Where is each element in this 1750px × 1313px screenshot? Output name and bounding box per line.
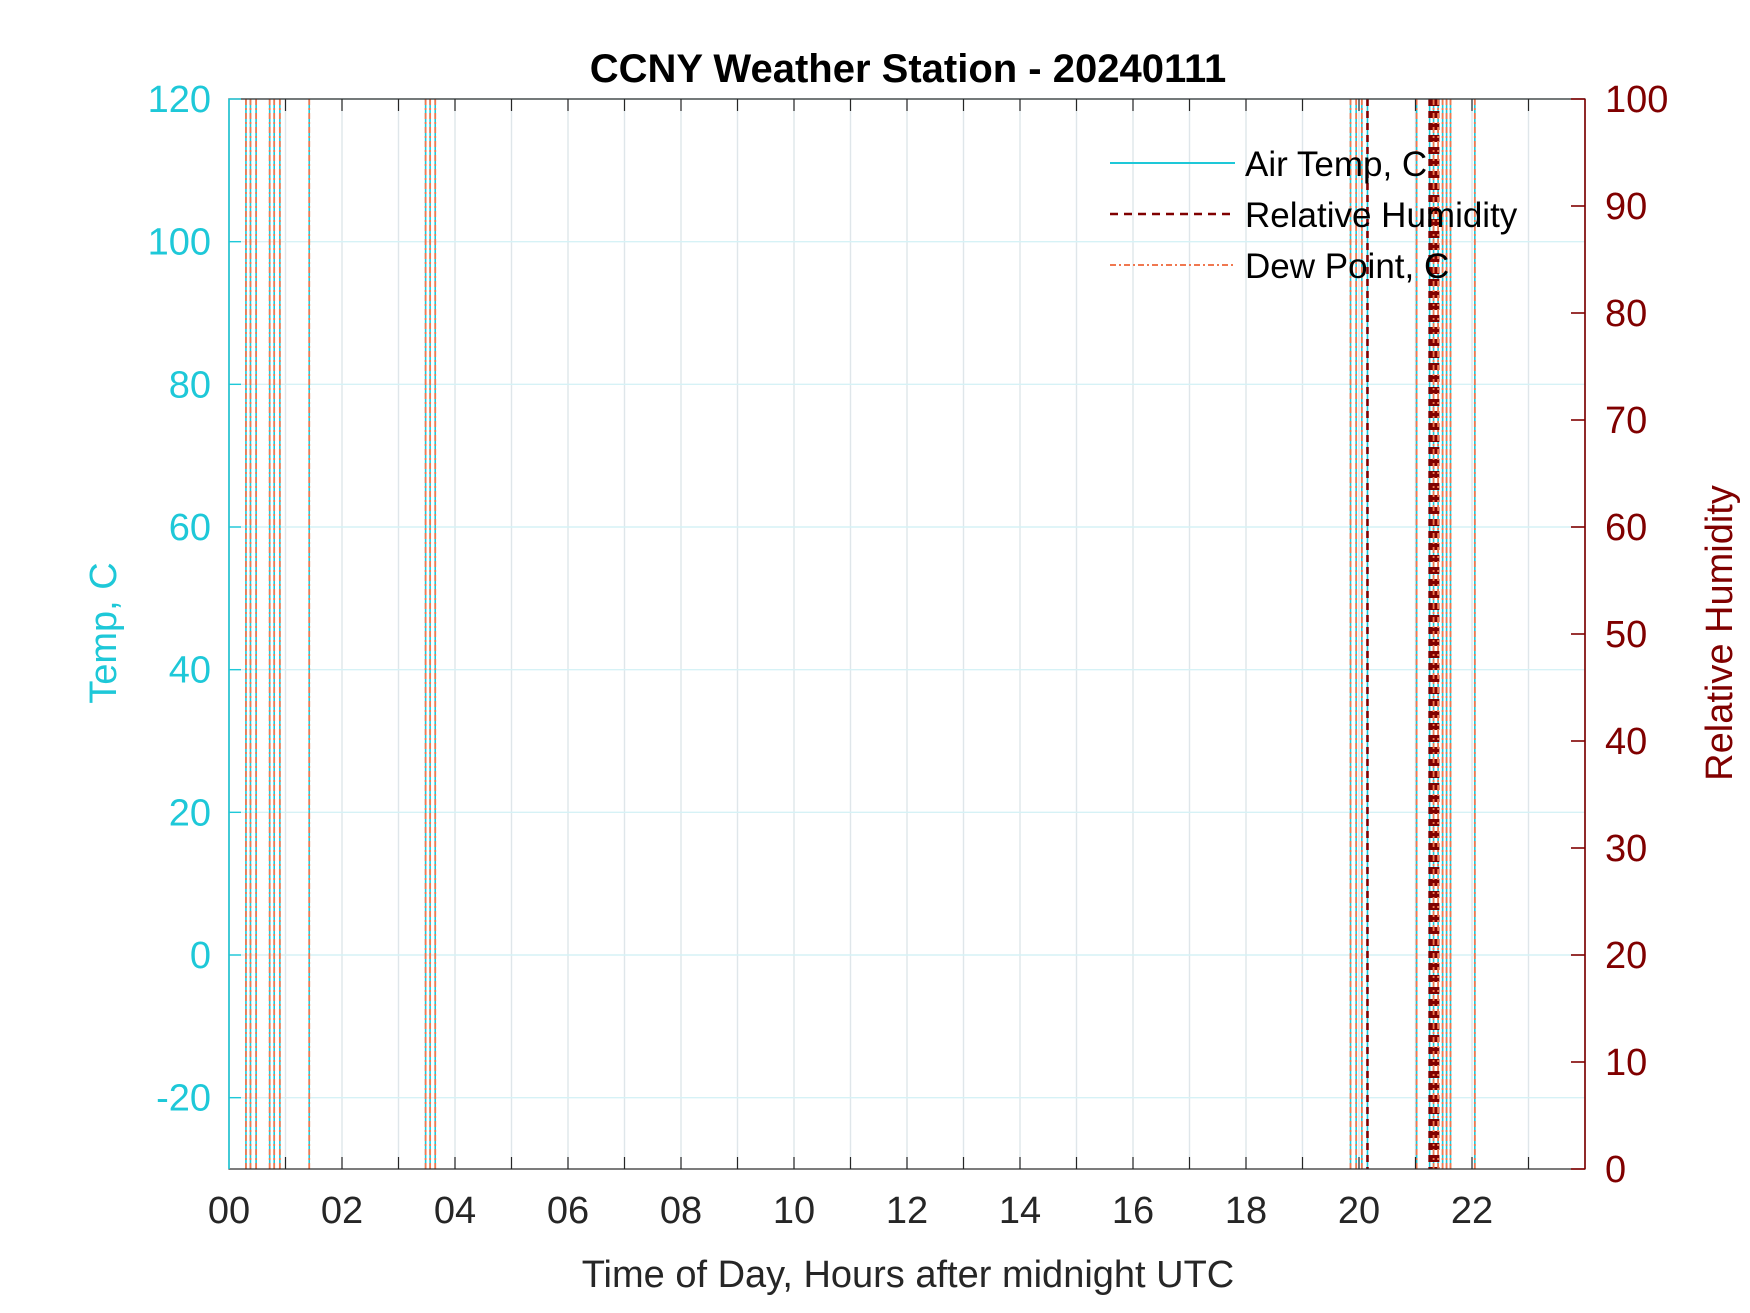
x-tick-label: 02 <box>321 1190 363 1232</box>
y-right-tick-label: 70 <box>1605 400 1647 442</box>
legend-item-air-temp: Air Temp, C <box>1110 145 1427 184</box>
x-tick-label: 16 <box>1112 1190 1154 1232</box>
y-right-tick-label: 100 <box>1605 79 1668 121</box>
x-tick-label: 00 <box>208 1190 250 1232</box>
y-right-tick-label: 10 <box>1605 1042 1647 1084</box>
y-right-tick-label: 40 <box>1605 721 1647 763</box>
axes: 00 02 04 06 08 10 12 14 16 18 20 22-200204060801001… <box>148 79 1669 1232</box>
y-right-tick-label: 80 <box>1605 293 1647 335</box>
x-tick-label: 04 <box>434 1190 476 1232</box>
x-axis-label: Time of Day, Hours after midnight UTC <box>582 1254 1235 1296</box>
grid-lines <box>229 98 1585 1169</box>
y-left-tick-label: 60 <box>169 507 211 549</box>
legend-label-air-temp: Air Temp, C <box>1245 145 1427 184</box>
y-left-tick-label: -20 <box>156 1078 211 1120</box>
data-series <box>245 99 1476 1169</box>
legend-item-dew-point: Dew Point, C <box>1110 247 1449 286</box>
legend-item-relative-humidity: Relative Humidity <box>1110 196 1518 235</box>
series-dew-point-c <box>245 99 1476 1169</box>
x-tick-label: 08 <box>660 1190 702 1232</box>
y-right-tick-label: 50 <box>1605 614 1647 656</box>
legend: Air Temp, C Relative Humidity Dew Point,… <box>1110 145 1518 286</box>
y-left-tick-label: 120 <box>148 79 211 121</box>
legend-label-relative-humidity: Relative Humidity <box>1245 196 1518 235</box>
y-right-tick-label: 0 <box>1605 1149 1626 1191</box>
x-tick-label: 20 <box>1338 1190 1380 1232</box>
y-right-tick-label: 60 <box>1605 507 1647 549</box>
y-left-tick-label: 20 <box>169 792 211 834</box>
y-axis-right-label: Relative Humidity <box>1699 485 1741 781</box>
x-tick-label: 14 <box>999 1190 1041 1232</box>
y-right-tick-label: 20 <box>1605 935 1647 977</box>
x-tick-label: 18 <box>1225 1190 1267 1232</box>
x-tick-label: 10 <box>773 1190 815 1232</box>
y-left-tick-label: 40 <box>169 650 211 692</box>
x-tick-label: 06 <box>547 1190 589 1232</box>
x-tick-label: 22 <box>1451 1190 1493 1232</box>
y-right-tick-label: 90 <box>1605 186 1647 228</box>
chart-title: CCNY Weather Station - 20240111 <box>590 47 1227 91</box>
y-left-tick-label: 0 <box>190 935 211 977</box>
y-right-tick-label: 30 <box>1605 828 1647 870</box>
legend-label-dew-point: Dew Point, C <box>1245 247 1449 286</box>
x-tick-label: 12 <box>886 1190 928 1232</box>
y-left-tick-label: 80 <box>169 364 211 406</box>
y-axis-left-label: Temp, C <box>83 562 125 703</box>
y-left-tick-label: 100 <box>148 222 211 264</box>
